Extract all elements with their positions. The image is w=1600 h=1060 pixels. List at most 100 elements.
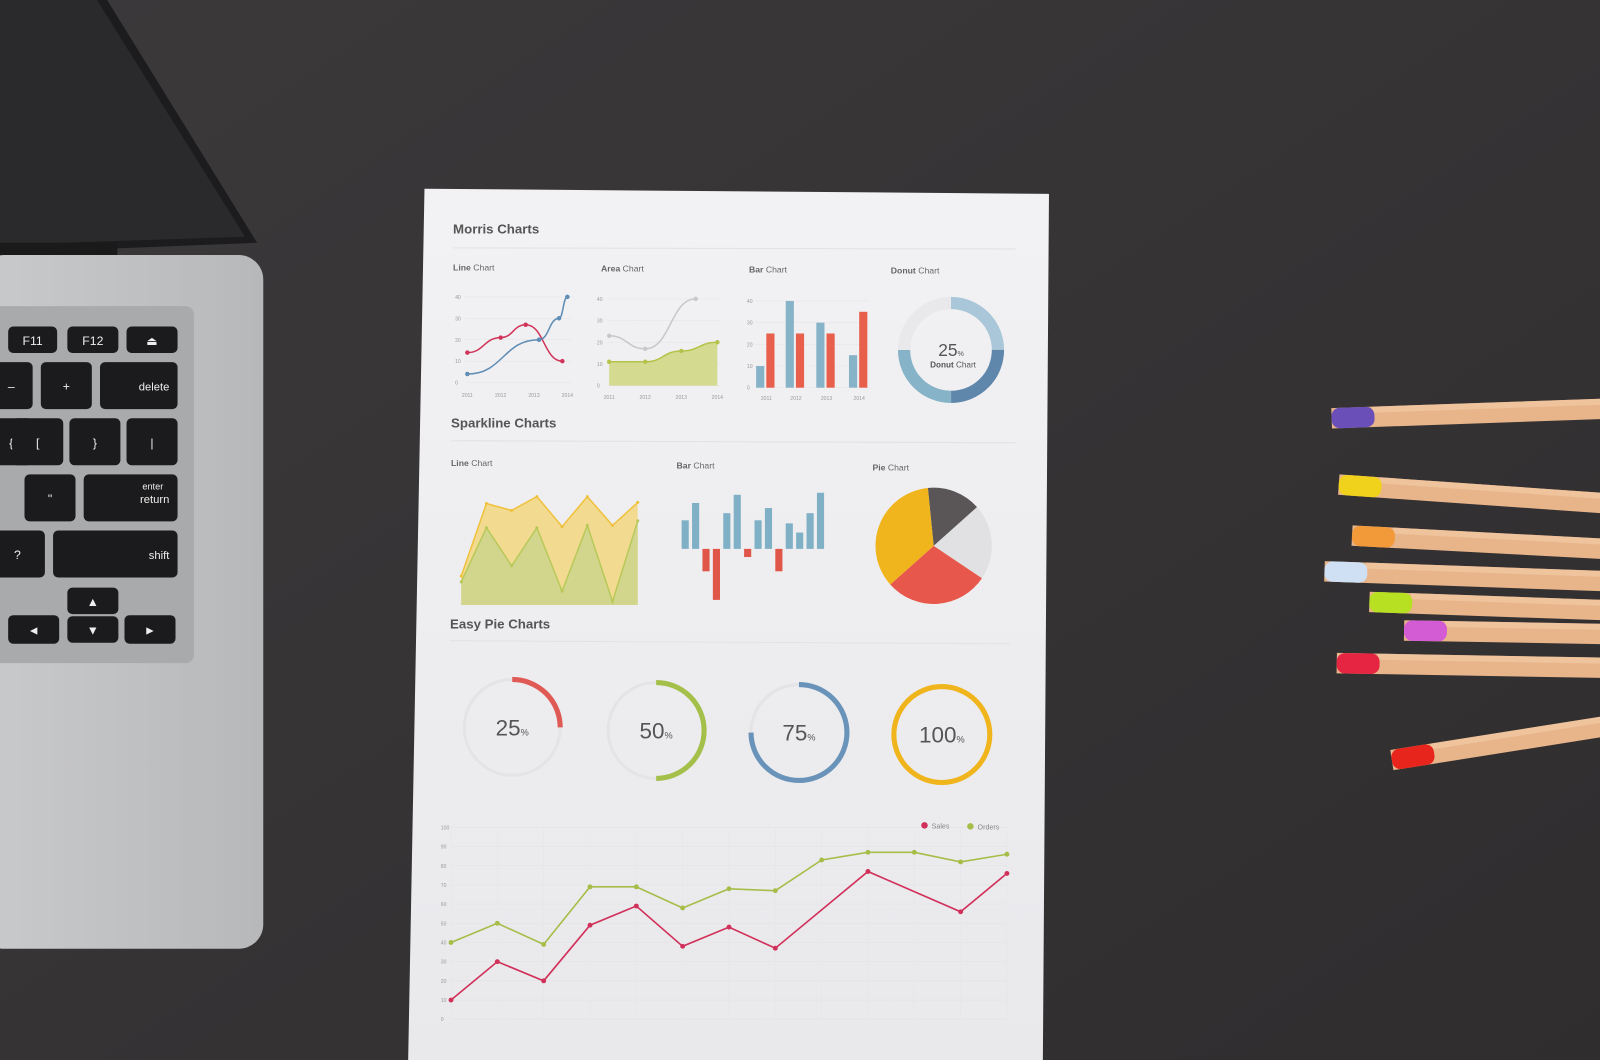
morris-line-x-tick: 2014 xyxy=(562,393,573,399)
pencil-highlight xyxy=(1410,593,1600,613)
easy-pie-number: 25 xyxy=(496,716,521,741)
pencil-tip xyxy=(1404,620,1447,642)
pencil-highlight xyxy=(1444,621,1600,634)
easy-pie-number: 100 xyxy=(919,723,956,748)
sales-chart-y-tick: 70 xyxy=(441,883,447,889)
easy-pie-number: 50 xyxy=(640,719,665,744)
morris-line-point xyxy=(560,358,565,364)
morris-line-point xyxy=(465,371,470,377)
sparkline-point xyxy=(510,508,514,512)
easy-pie-unit: % xyxy=(956,735,964,745)
sales-chart-point xyxy=(587,884,593,890)
pencil-tip xyxy=(1369,592,1413,614)
sales-chart-y-tick: 80 xyxy=(441,864,447,870)
pencils xyxy=(1324,393,1600,771)
keycap xyxy=(53,530,178,578)
key-return: return xyxy=(83,474,178,522)
keycap xyxy=(67,326,119,353)
pencil-tip xyxy=(1338,474,1382,498)
pencil-body xyxy=(1390,686,1600,771)
legend-orders: Orders xyxy=(978,823,1000,831)
morris-area-point xyxy=(606,359,612,365)
key-label: delete xyxy=(139,382,170,394)
sales-chart-y-tick: 100 xyxy=(441,825,450,831)
keycap xyxy=(69,418,121,466)
donut-center-label: Donut Chart xyxy=(930,360,977,369)
sparkline-series xyxy=(460,520,639,605)
morris-line-point xyxy=(536,337,542,342)
morris-bar xyxy=(795,333,805,388)
sparkline-bar xyxy=(754,520,762,549)
pencil xyxy=(1369,591,1600,627)
sales-chart-y-tick: 20 xyxy=(441,979,447,985)
sparkline-bar xyxy=(764,508,773,549)
easy-pie-value: 50% xyxy=(640,719,673,744)
key-f12: F12 xyxy=(67,326,119,353)
key-label: + xyxy=(63,380,70,394)
easy-pie-charts-title: Easy Pie Charts xyxy=(450,616,550,631)
key-f11: F11 xyxy=(8,326,58,353)
sales-chart-point xyxy=(448,940,454,945)
pencil xyxy=(1351,525,1600,568)
morris-line-point xyxy=(498,335,503,340)
sparkline-bar xyxy=(702,548,710,572)
sparkline-point xyxy=(510,564,514,568)
sparkline-series xyxy=(460,495,639,577)
key-label: ► xyxy=(144,624,156,638)
keycap xyxy=(8,615,60,644)
sparkline-bar xyxy=(816,492,825,549)
morris-line-y-tick: 20 xyxy=(455,338,461,344)
pencil xyxy=(1331,393,1600,429)
sparkline-area-fill xyxy=(461,520,638,605)
sales-chart-point xyxy=(494,959,500,965)
key-bracket-open: [ xyxy=(12,418,64,466)
pencil-highlight xyxy=(1377,653,1600,667)
morris-area-fill xyxy=(609,342,718,386)
keycap xyxy=(24,474,76,522)
morris-bar-y-tick: 10 xyxy=(747,364,753,370)
sparkline-bar xyxy=(785,523,793,549)
sales-chart-point xyxy=(865,849,871,855)
easy-pie-value: 75% xyxy=(782,721,815,746)
keycap xyxy=(126,418,178,466)
morris-bar-y-tick: 30 xyxy=(747,321,753,327)
morris-bar-title: Bar Chart xyxy=(749,264,788,274)
easy-pie-track xyxy=(462,677,562,777)
sparkline-point xyxy=(636,500,640,504)
key-label: F12 xyxy=(82,334,103,348)
spark-pie-title: Pie Chart xyxy=(872,462,909,472)
morris-area-point xyxy=(642,359,648,365)
morris-bar xyxy=(826,333,835,388)
morris-line-x-tick: 2011 xyxy=(462,393,473,399)
morris-bar xyxy=(785,300,794,388)
morris-area-y-tick: 0 xyxy=(597,384,600,390)
morris-bar-y-tick: 0 xyxy=(747,386,750,392)
pencil xyxy=(1390,686,1600,771)
sparkline-point xyxy=(585,523,589,527)
sales-chart-y-tick: 40 xyxy=(441,941,447,947)
sales-chart-y-tick: 90 xyxy=(441,845,447,851)
morris-line-series xyxy=(467,296,568,375)
morris-donut-title: Donut Chart xyxy=(891,265,940,275)
sparkline-bar xyxy=(796,532,804,549)
morris-bar xyxy=(766,333,775,388)
morris-line-point xyxy=(465,350,470,355)
sparkline-point xyxy=(560,589,564,593)
pie-slice xyxy=(927,487,978,546)
spark-line-title: Line Chart xyxy=(451,458,493,468)
pencil-highlight xyxy=(1393,527,1600,553)
key-delete: delete xyxy=(100,362,178,410)
morris-line-x-tick: 2012 xyxy=(495,393,506,399)
sales-chart-y-tick: 50 xyxy=(441,921,447,927)
easy-pie-value: 25% xyxy=(496,716,529,741)
keycap xyxy=(83,474,178,522)
morris-area-x-tick: 2014 xyxy=(712,395,723,401)
keycap xyxy=(40,362,92,410)
pencil-tip xyxy=(1324,561,1368,583)
morris-area-series xyxy=(609,341,718,363)
morris-area-point xyxy=(679,348,684,354)
key-label: | xyxy=(150,436,153,450)
sales-chart-point xyxy=(680,943,686,949)
laptop: F11 F12 ⏏ – + delete {[} | " return? shift ◄ ▲ ▼ ► ente… xyxy=(0,0,264,949)
sparkline-charts-title: Sparkline Charts xyxy=(451,415,556,430)
